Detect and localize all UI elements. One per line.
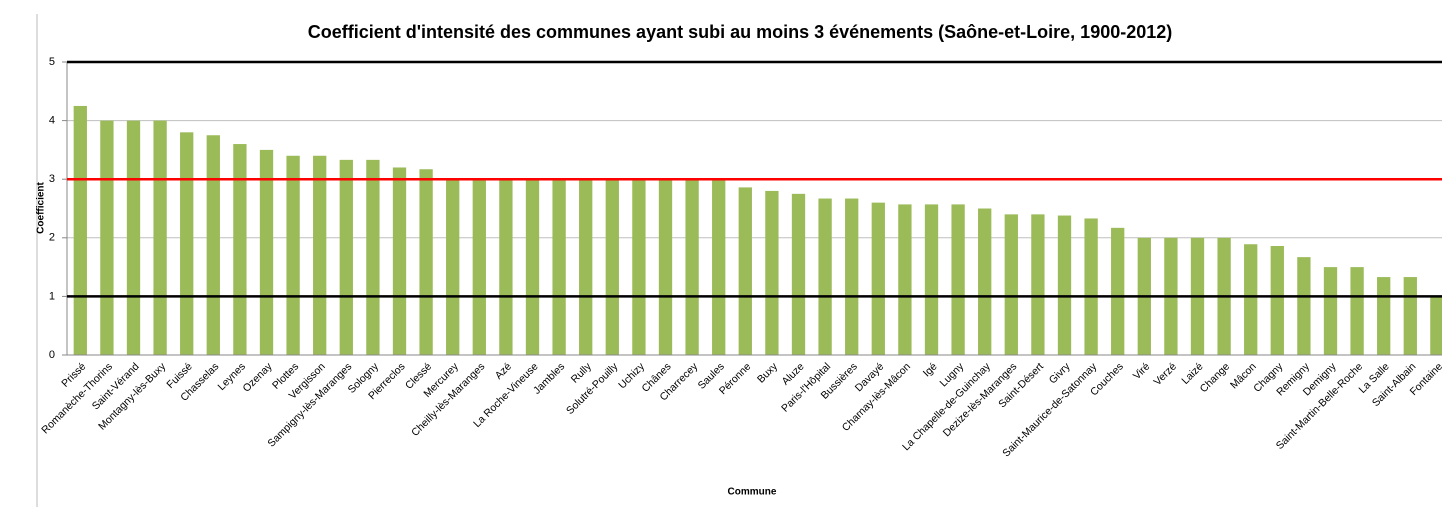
bar	[871, 202, 885, 355]
x-tick-label: Azé	[493, 360, 514, 381]
bar	[366, 159, 380, 355]
bar	[126, 120, 141, 355]
y-tick-label: 4	[49, 115, 55, 127]
bar	[1004, 214, 1018, 355]
bar	[472, 179, 486, 355]
x-tick-label: Verzé	[1152, 360, 1180, 388]
bar	[765, 190, 779, 355]
bar	[924, 204, 939, 355]
bar	[712, 179, 726, 355]
bar	[1270, 246, 1284, 355]
x-tick-label: Viré	[1131, 360, 1153, 382]
bar	[392, 167, 407, 355]
bar	[313, 155, 327, 355]
x-axis-label: Commune	[728, 487, 777, 498]
chart-title: Coefficient d'intensité des communes aya…	[308, 22, 1173, 42]
bar	[1377, 277, 1391, 355]
bar	[552, 179, 566, 355]
bar	[978, 208, 992, 355]
bar	[1403, 277, 1417, 355]
bar	[1430, 296, 1442, 355]
bar	[951, 204, 965, 355]
bar	[286, 155, 300, 355]
bar	[499, 179, 513, 355]
bar	[206, 135, 220, 355]
bar	[180, 132, 194, 355]
bar	[1084, 218, 1098, 355]
x-tick-label: Change	[1198, 360, 1233, 395]
bar	[73, 105, 87, 355]
bar	[579, 179, 593, 355]
y-tick-label: 0	[49, 349, 55, 361]
x-tick-label: Ozenay	[241, 360, 276, 395]
bar	[525, 179, 540, 355]
bar	[233, 144, 247, 355]
bar	[658, 179, 673, 355]
bar	[1031, 214, 1045, 355]
bar	[446, 179, 460, 355]
bar	[791, 193, 806, 355]
bar	[605, 179, 619, 355]
y-tick-label: 3	[49, 173, 55, 185]
bar	[1244, 244, 1258, 355]
bar	[1111, 227, 1125, 355]
y-tick-label: 2	[49, 232, 55, 244]
bar	[685, 179, 699, 355]
bar	[1323, 267, 1338, 355]
bar	[738, 187, 752, 355]
bar	[1350, 267, 1364, 355]
bar	[259, 149, 274, 355]
bar	[339, 159, 353, 355]
bar	[100, 120, 114, 355]
bar	[1297, 257, 1311, 355]
x-tick-label: Buxy	[755, 360, 781, 386]
y-tick-label: 1	[49, 290, 55, 302]
bar	[898, 204, 912, 355]
bar	[419, 169, 433, 355]
bar	[1057, 215, 1072, 355]
bar	[153, 120, 167, 355]
y-tick-label: 5	[49, 56, 55, 68]
y-axis-label: Coefficient	[36, 181, 47, 233]
bar	[818, 198, 832, 355]
bar	[632, 179, 646, 355]
x-tick-label: Igé	[921, 360, 940, 379]
bar	[845, 198, 859, 355]
